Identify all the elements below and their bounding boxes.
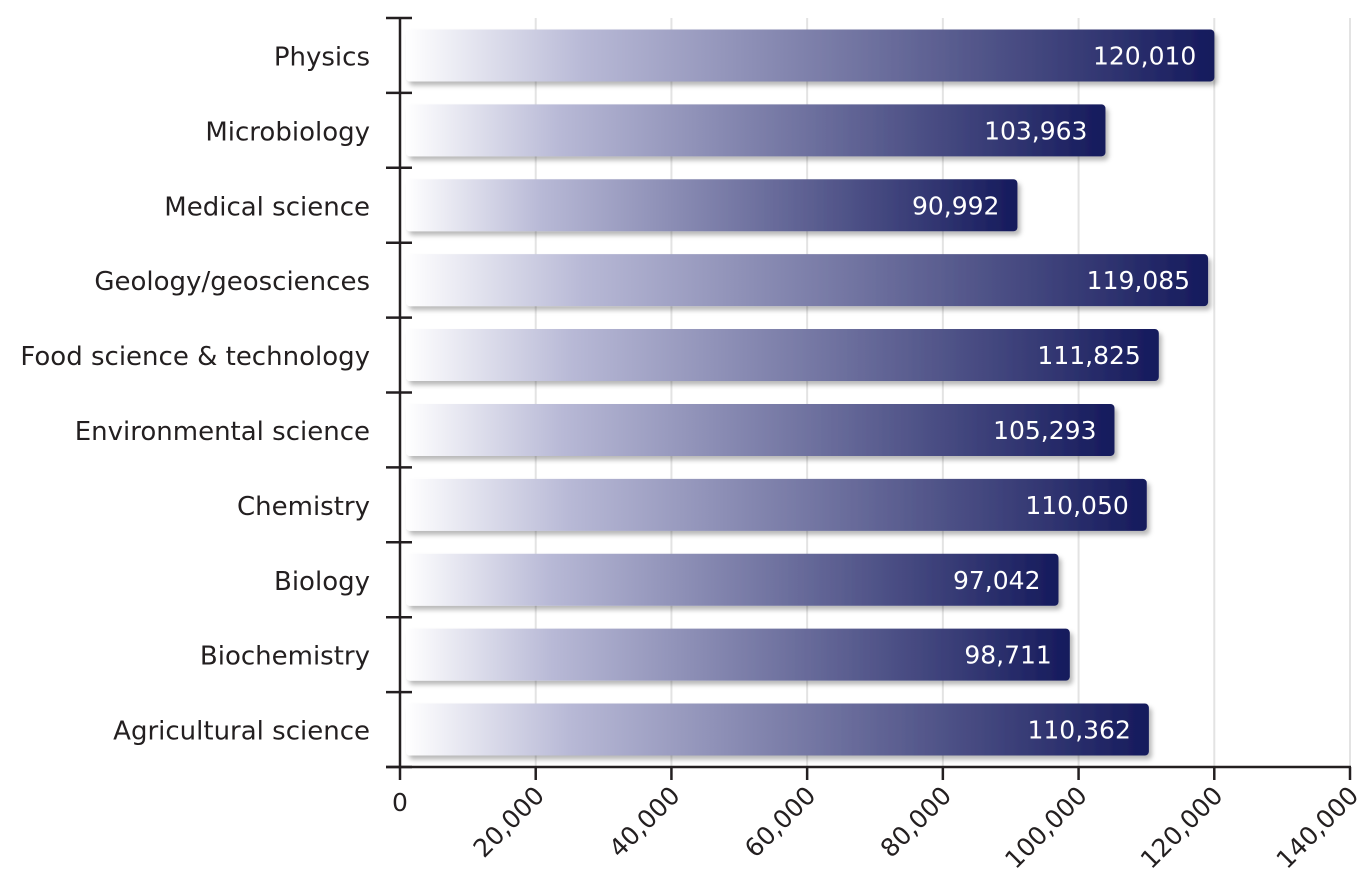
value-label-6: 110,050 — [1025, 491, 1128, 520]
value-label-8: 98,711 — [964, 641, 1051, 670]
x-tick-label-7: 140,000 — [1271, 781, 1365, 869]
value-label-0: 120,010 — [1093, 41, 1196, 70]
axes — [386, 16, 1352, 780]
category-label-2: Medical science — [164, 192, 370, 222]
bar-7 — [406, 553, 1059, 606]
category-label-5: Environmental science — [75, 417, 370, 447]
category-label-7: Biology — [274, 567, 370, 597]
category-label-3: Geology/geosciences — [94, 267, 370, 297]
bar-6 — [406, 478, 1147, 531]
x-tick-label-5: 100,000 — [999, 781, 1093, 869]
category-label-1: Microbiology — [205, 117, 370, 147]
bar-2 — [406, 179, 1018, 232]
x-tick-label-3: 60,000 — [739, 781, 821, 863]
bar-1 — [406, 104, 1106, 157]
bar-8 — [406, 628, 1070, 681]
category-label-6: Chemistry — [237, 492, 370, 522]
category-label-8: Biochemistry — [200, 642, 370, 672]
category-label-9: Agricultural science — [113, 717, 370, 747]
bar-4 — [406, 329, 1159, 382]
bar-5 — [406, 403, 1115, 456]
x-tick-label-6: 120,000 — [1135, 781, 1229, 869]
value-label-9: 110,362 — [1027, 716, 1130, 745]
x-tick-label-2: 40,000 — [603, 781, 685, 863]
x-tick-label-1: 20,000 — [468, 781, 550, 863]
value-label-4: 111,825 — [1037, 341, 1140, 370]
bar-3 — [406, 254, 1209, 307]
category-label-0: Physics — [274, 42, 370, 72]
bar-0 — [406, 29, 1215, 82]
bar-9 — [406, 703, 1149, 756]
value-label-2: 90,992 — [912, 191, 999, 220]
value-label-7: 97,042 — [953, 566, 1040, 595]
x-tick-label-4: 80,000 — [875, 781, 957, 863]
x-tick-label-0: 0 — [392, 788, 408, 817]
bars — [406, 29, 1215, 756]
value-label-3: 119,085 — [1087, 266, 1190, 295]
value-label-1: 103,963 — [984, 116, 1087, 145]
value-label-5: 105,293 — [993, 416, 1096, 445]
category-label-4: Food science & technology — [20, 342, 370, 372]
